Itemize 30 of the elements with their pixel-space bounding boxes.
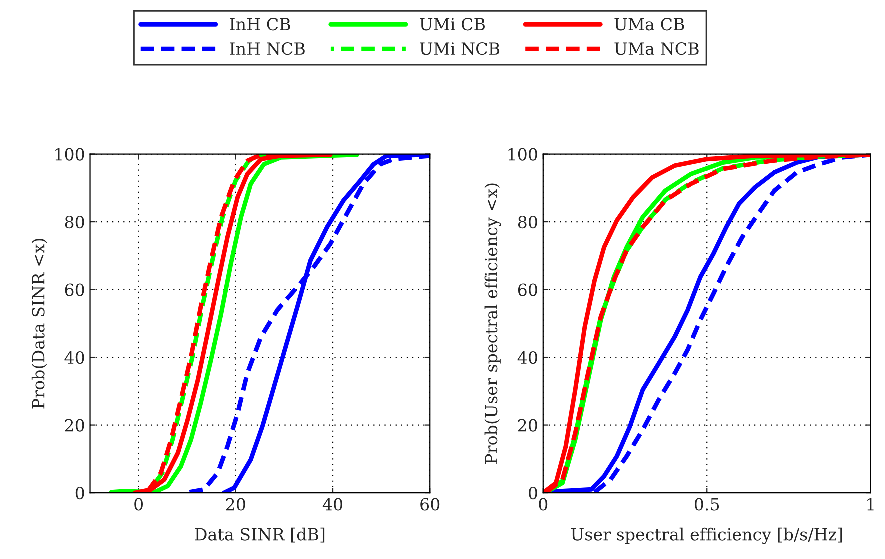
y-tick-label: 60 bbox=[518, 284, 538, 296]
y-tick-label: 100 bbox=[56, 148, 84, 161]
x-tick-label: 60 bbox=[420, 498, 440, 511]
x-tick-label: 0 bbox=[134, 498, 144, 511]
y-tick-label: 40 bbox=[64, 352, 84, 364]
y-tick-label: 40 bbox=[518, 352, 538, 364]
legend-label: UMi NCB bbox=[420, 42, 500, 56]
y-axis-title: Prob(User spectral efficiency <x) bbox=[484, 184, 502, 464]
legend-label: UMi CB bbox=[420, 18, 486, 31]
y-tick-label: 20 bbox=[518, 419, 538, 432]
legend-label: UMa NCB bbox=[614, 42, 699, 56]
y-tick-label: 20 bbox=[65, 419, 84, 432]
x-axis-title: Data SINR [dB] bbox=[195, 528, 325, 543]
x-tick-label: 0.5 bbox=[694, 498, 720, 511]
y-tick-label: 100 bbox=[508, 148, 538, 161]
y-tick-label: 80 bbox=[518, 216, 538, 229]
legend-label: InH NCB bbox=[230, 42, 305, 56]
x-tick-label: 40 bbox=[322, 498, 343, 511]
y-axis-title: Prob(Data SINR <x) bbox=[32, 239, 48, 409]
y-tick-label: 80 bbox=[65, 216, 84, 229]
y-tick-label: 0 bbox=[529, 487, 538, 500]
legend-label: InH CB bbox=[230, 18, 290, 31]
y-tick-label: 60 bbox=[65, 284, 84, 296]
legend-label: UMa CB bbox=[614, 18, 684, 31]
x-tick-label: 1 bbox=[868, 498, 874, 511]
y-tick-label: 0 bbox=[76, 487, 84, 500]
x-axis-title: User spectral efficiency [b/s/Hz] bbox=[571, 528, 842, 544]
x-tick-label: 20 bbox=[226, 498, 246, 511]
x-tick-label: 0 bbox=[539, 498, 548, 511]
line-series bbox=[132, 154, 333, 494]
